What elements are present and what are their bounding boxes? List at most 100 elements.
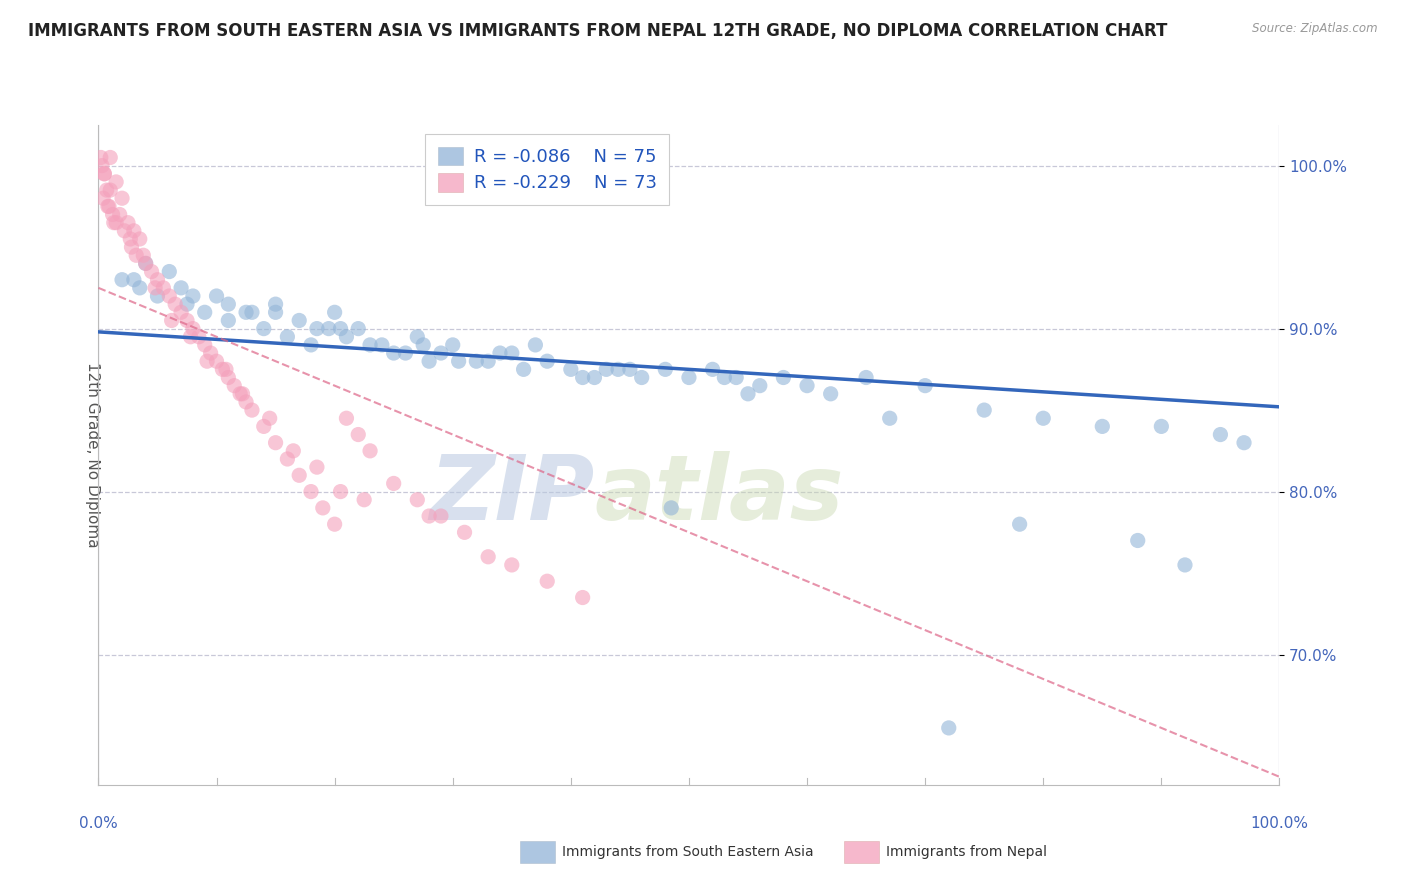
Point [560, 362, 582, 376]
Point [157, 289, 180, 303]
Point [512, 362, 534, 376]
Point [288, 313, 311, 327]
Point [659, 500, 682, 515]
Point [489, 346, 512, 360]
Point [312, 500, 335, 515]
Point [1032, 411, 1054, 425]
Text: IMMIGRANTS FROM SOUTH EASTERN ASIA VS IMMIGRANTS FROM NEPAL 12TH GRADE, NO DIPLO: IMMIGRANTS FROM SOUTH EASTERN ASIA VS IM… [28, 22, 1167, 40]
Point [165, 297, 187, 311]
Point [418, 509, 440, 524]
Point [288, 468, 311, 483]
Point [1091, 419, 1114, 434]
Point [205, 289, 228, 303]
Point [176, 297, 198, 311]
Point [938, 721, 960, 735]
Point [111, 273, 134, 287]
Point [447, 354, 470, 368]
Point [97, 199, 120, 213]
Point [654, 362, 676, 376]
Point [176, 313, 198, 327]
Point [1174, 558, 1197, 572]
Point [430, 346, 453, 360]
Point [359, 338, 381, 352]
Point [229, 386, 252, 401]
Point [141, 264, 163, 278]
Point [217, 297, 239, 311]
Point [181, 289, 204, 303]
Point [157, 264, 180, 278]
Point [630, 370, 652, 384]
Point [382, 346, 405, 360]
Point [93, 167, 115, 181]
Point [1008, 517, 1031, 532]
Point [91, 159, 114, 173]
Point [441, 338, 464, 352]
Point [347, 427, 370, 442]
Point [264, 305, 287, 319]
Point [240, 403, 263, 417]
Point [121, 240, 143, 254]
Point [678, 370, 700, 384]
Point [128, 232, 150, 246]
Point [143, 281, 166, 295]
Point [737, 386, 759, 401]
Text: atlas: atlas [595, 450, 844, 539]
Point [619, 362, 641, 376]
Point [1233, 435, 1256, 450]
Point [607, 362, 630, 376]
Point [796, 378, 818, 392]
Point [914, 378, 936, 392]
Point [335, 330, 357, 344]
Point [371, 338, 394, 352]
Point [224, 378, 246, 392]
Point [160, 313, 183, 327]
Point [194, 305, 217, 319]
Point [91, 191, 114, 205]
Point [879, 411, 901, 425]
Point [200, 346, 222, 360]
Point [105, 216, 128, 230]
Point [253, 321, 276, 335]
Point [477, 354, 499, 368]
Point [477, 549, 499, 564]
Point [259, 411, 281, 425]
Point [571, 591, 593, 605]
Point [93, 167, 115, 181]
Point [583, 370, 606, 384]
Point [217, 313, 239, 327]
Point [571, 370, 593, 384]
Point [973, 403, 995, 417]
Point [524, 338, 547, 352]
Point [820, 386, 842, 401]
FancyBboxPatch shape [844, 840, 879, 863]
Point [772, 370, 794, 384]
Point [128, 281, 150, 295]
Point [103, 216, 125, 230]
Point [235, 395, 257, 409]
Point [96, 183, 118, 197]
Point [406, 492, 429, 507]
Point [170, 305, 193, 319]
Point [98, 151, 121, 165]
Point [335, 411, 357, 425]
Point [329, 321, 352, 335]
Point [382, 476, 405, 491]
Point [276, 452, 298, 467]
Point [205, 354, 228, 368]
Point [120, 232, 142, 246]
Point [135, 256, 157, 270]
FancyBboxPatch shape [520, 840, 555, 863]
Point [318, 321, 340, 335]
Text: ZIP: ZIP [429, 450, 595, 539]
Point [125, 248, 148, 262]
Point [146, 289, 169, 303]
Point [101, 207, 124, 221]
Point [536, 354, 558, 368]
Point [725, 370, 748, 384]
Point [329, 484, 352, 499]
Point [135, 256, 157, 270]
Point [418, 354, 440, 368]
Point [283, 443, 305, 458]
Point [347, 321, 370, 335]
Point [323, 517, 346, 532]
